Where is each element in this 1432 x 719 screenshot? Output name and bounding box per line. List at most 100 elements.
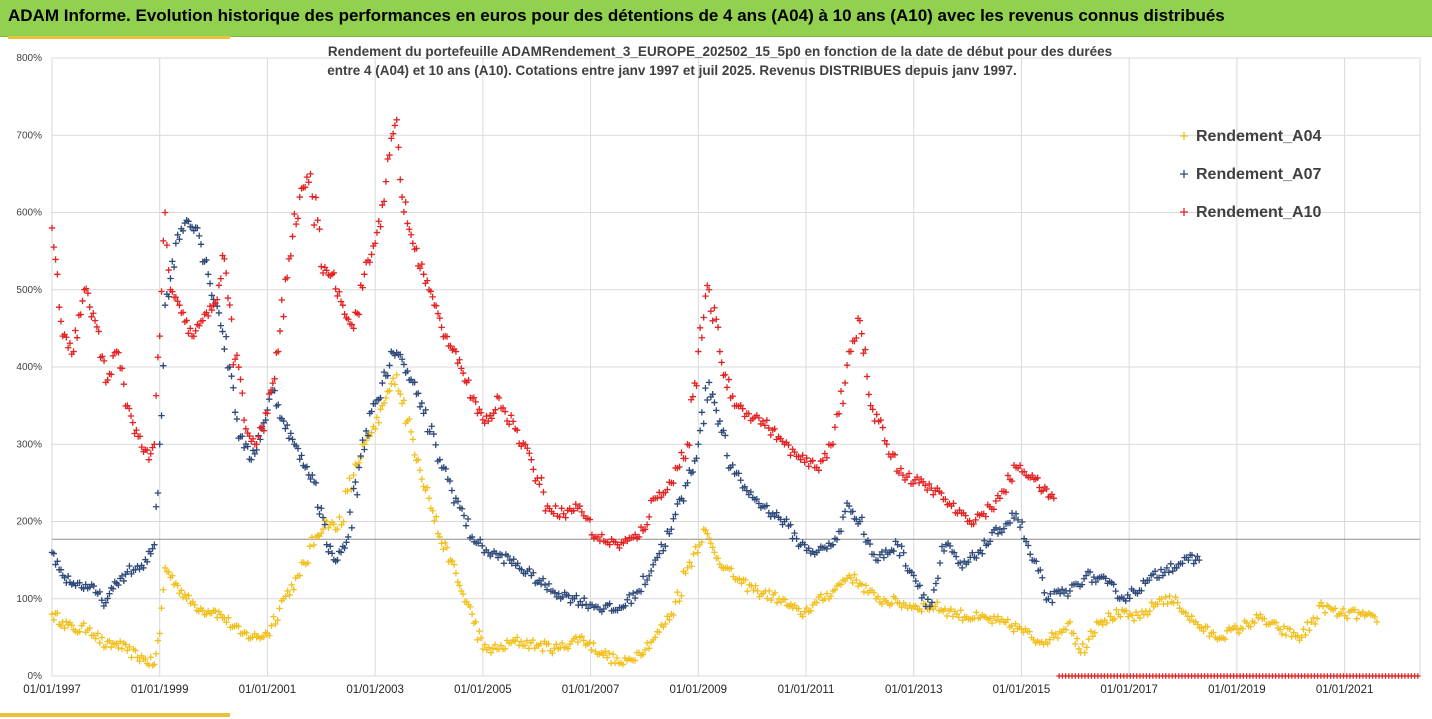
data-point	[359, 284, 366, 291]
data-point	[477, 634, 485, 642]
data-point	[1018, 518, 1026, 526]
data-point	[858, 514, 866, 521]
data-point	[136, 657, 143, 665]
data-point	[1298, 634, 1305, 641]
data-point	[793, 535, 800, 542]
data-point	[639, 573, 647, 580]
data-point	[352, 478, 359, 486]
data-point	[1004, 472, 1012, 479]
data-point	[156, 332, 163, 340]
data-point	[689, 468, 697, 476]
data-point	[319, 514, 327, 521]
data-point	[1233, 626, 1241, 633]
data-point	[696, 427, 704, 434]
data-point	[458, 365, 465, 372]
data-point	[176, 236, 183, 243]
y-tick-label: 500%	[16, 285, 42, 296]
data-point	[666, 530, 673, 537]
data-point	[304, 559, 312, 567]
data-point	[702, 292, 709, 300]
data-point	[829, 441, 837, 448]
data-point	[787, 452, 794, 459]
data-point	[564, 645, 572, 652]
data-point	[140, 564, 147, 572]
data-point	[169, 288, 176, 295]
data-point	[821, 450, 829, 457]
data-point	[242, 425, 250, 432]
data-point	[849, 508, 856, 515]
data-point	[156, 630, 163, 637]
data-point	[909, 480, 917, 487]
data-point	[704, 282, 711, 289]
data-point	[307, 475, 314, 483]
data-point	[477, 409, 485, 416]
data-point	[666, 616, 673, 624]
data-point	[325, 548, 332, 556]
data-point	[93, 323, 101, 331]
data-point	[695, 348, 702, 355]
data-point	[122, 641, 129, 648]
data-point	[233, 352, 241, 359]
data-point	[1243, 619, 1250, 627]
data-point	[454, 498, 462, 505]
data-point	[416, 265, 424, 272]
data-point	[849, 579, 856, 587]
data-point	[90, 310, 97, 317]
data-point	[380, 368, 388, 376]
data-point	[1022, 538, 1030, 545]
data-point	[228, 372, 235, 380]
data-point	[106, 637, 113, 645]
data-point	[829, 541, 837, 548]
data-point	[913, 473, 921, 481]
data-point	[253, 446, 260, 454]
data-point	[152, 392, 160, 399]
data-point	[579, 602, 586, 609]
data-point	[1027, 551, 1034, 558]
data-point	[397, 176, 404, 183]
data-point	[831, 586, 839, 594]
data-point	[704, 396, 711, 404]
data-point	[668, 526, 675, 533]
data-point	[1239, 625, 1246, 632]
data-point	[301, 183, 309, 191]
data-point	[686, 559, 693, 566]
data-point	[371, 400, 379, 407]
data-point	[696, 324, 704, 332]
data-point	[606, 600, 613, 607]
data-point	[280, 313, 287, 320]
data-point	[900, 549, 907, 556]
data-point	[407, 231, 415, 238]
data-point	[270, 613, 277, 620]
data-point	[860, 588, 868, 596]
data-point	[777, 516, 784, 523]
data-point	[196, 322, 203, 329]
data-point	[526, 450, 533, 457]
data-point	[819, 457, 827, 464]
data-point	[654, 554, 661, 561]
data-point	[1010, 628, 1017, 635]
data-point	[377, 223, 384, 230]
x-tick-label: 01/01/2013	[885, 684, 943, 696]
data-point	[862, 582, 870, 589]
data-point	[275, 401, 282, 408]
data-point	[723, 452, 731, 459]
data-point	[1073, 635, 1081, 642]
data-point	[292, 220, 300, 228]
data-point	[266, 632, 273, 639]
data-point	[1159, 572, 1167, 579]
data-point	[799, 613, 806, 620]
data-point	[930, 586, 938, 594]
grid-lines	[51, 57, 1421, 677]
data-point	[755, 414, 763, 422]
data-point	[920, 591, 928, 599]
data-point	[676, 597, 683, 605]
data-point	[709, 390, 716, 398]
data-point	[890, 547, 897, 555]
data-point	[109, 352, 117, 360]
data-point	[305, 178, 312, 186]
data-point	[240, 416, 248, 424]
data-point	[952, 553, 960, 560]
data-point	[1008, 477, 1016, 485]
data-point	[212, 607, 219, 615]
data-point	[523, 637, 531, 645]
